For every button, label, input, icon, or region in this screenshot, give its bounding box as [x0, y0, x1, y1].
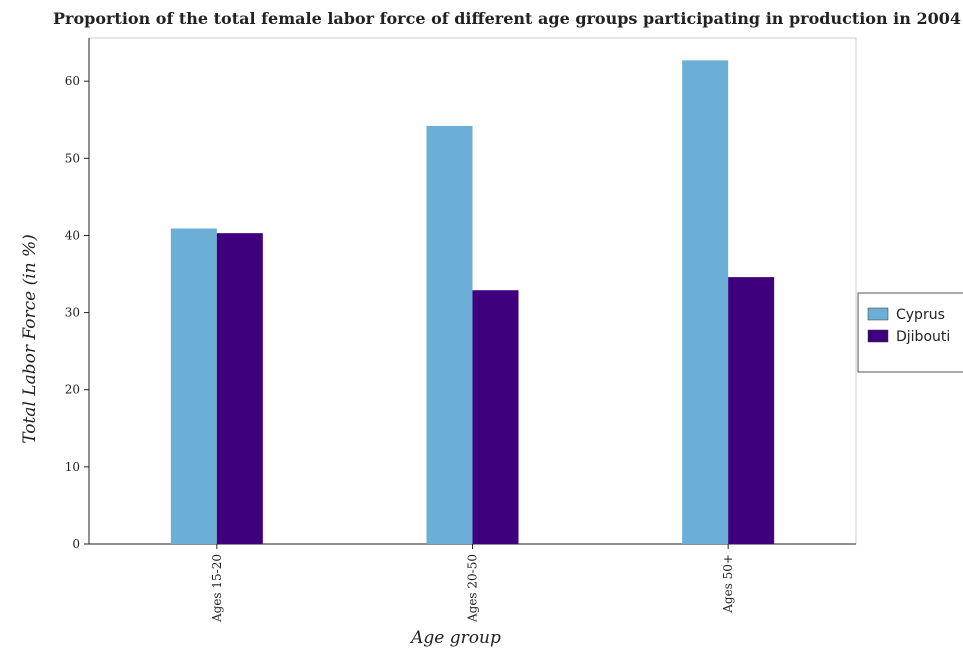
legend-swatch-cyprus [867, 307, 889, 321]
y-tick-label: 50 [65, 151, 80, 165]
bar-cyprus-2 [426, 125, 473, 545]
y-tick-label: 40 [65, 228, 80, 242]
y-tick-label: 10 [65, 460, 80, 474]
x-tick-label: Ages 15-20 [210, 554, 224, 623]
y-tick-label: 60 [65, 74, 80, 88]
legend: Cyprus Djibouti [857, 292, 963, 373]
bar-djibouti-2 [472, 290, 519, 544]
bar-cyprus-3 [682, 60, 729, 545]
plot-area: 0 10 20 30 40 50 60 Ages 15-20 Ages 20-50 Ages 50… [65, 37, 857, 623]
x-axis-label: Age group [409, 628, 501, 648]
bar-djibouti-1 [216, 233, 263, 544]
y-tick-label: 30 [65, 306, 80, 320]
legend-label-cyprus: Cyprus [896, 307, 945, 323]
legend-label-djibouti: Djibouti [896, 329, 950, 345]
x-tick-label: Ages 50+ [721, 554, 735, 614]
y-axis-label: Total Labor Force (in %) [20, 234, 40, 444]
bar-cyprus-1 [170, 228, 217, 544]
y-tick-label: 20 [65, 383, 80, 397]
bar-djibouti-3 [728, 277, 775, 544]
chart-title: Proportion of the total female labor for… [53, 9, 961, 28]
x-tick-label: Ages 20-50 [466, 554, 480, 623]
legend-swatch-djibouti [867, 329, 889, 343]
y-tick-label: 0 [72, 537, 80, 551]
